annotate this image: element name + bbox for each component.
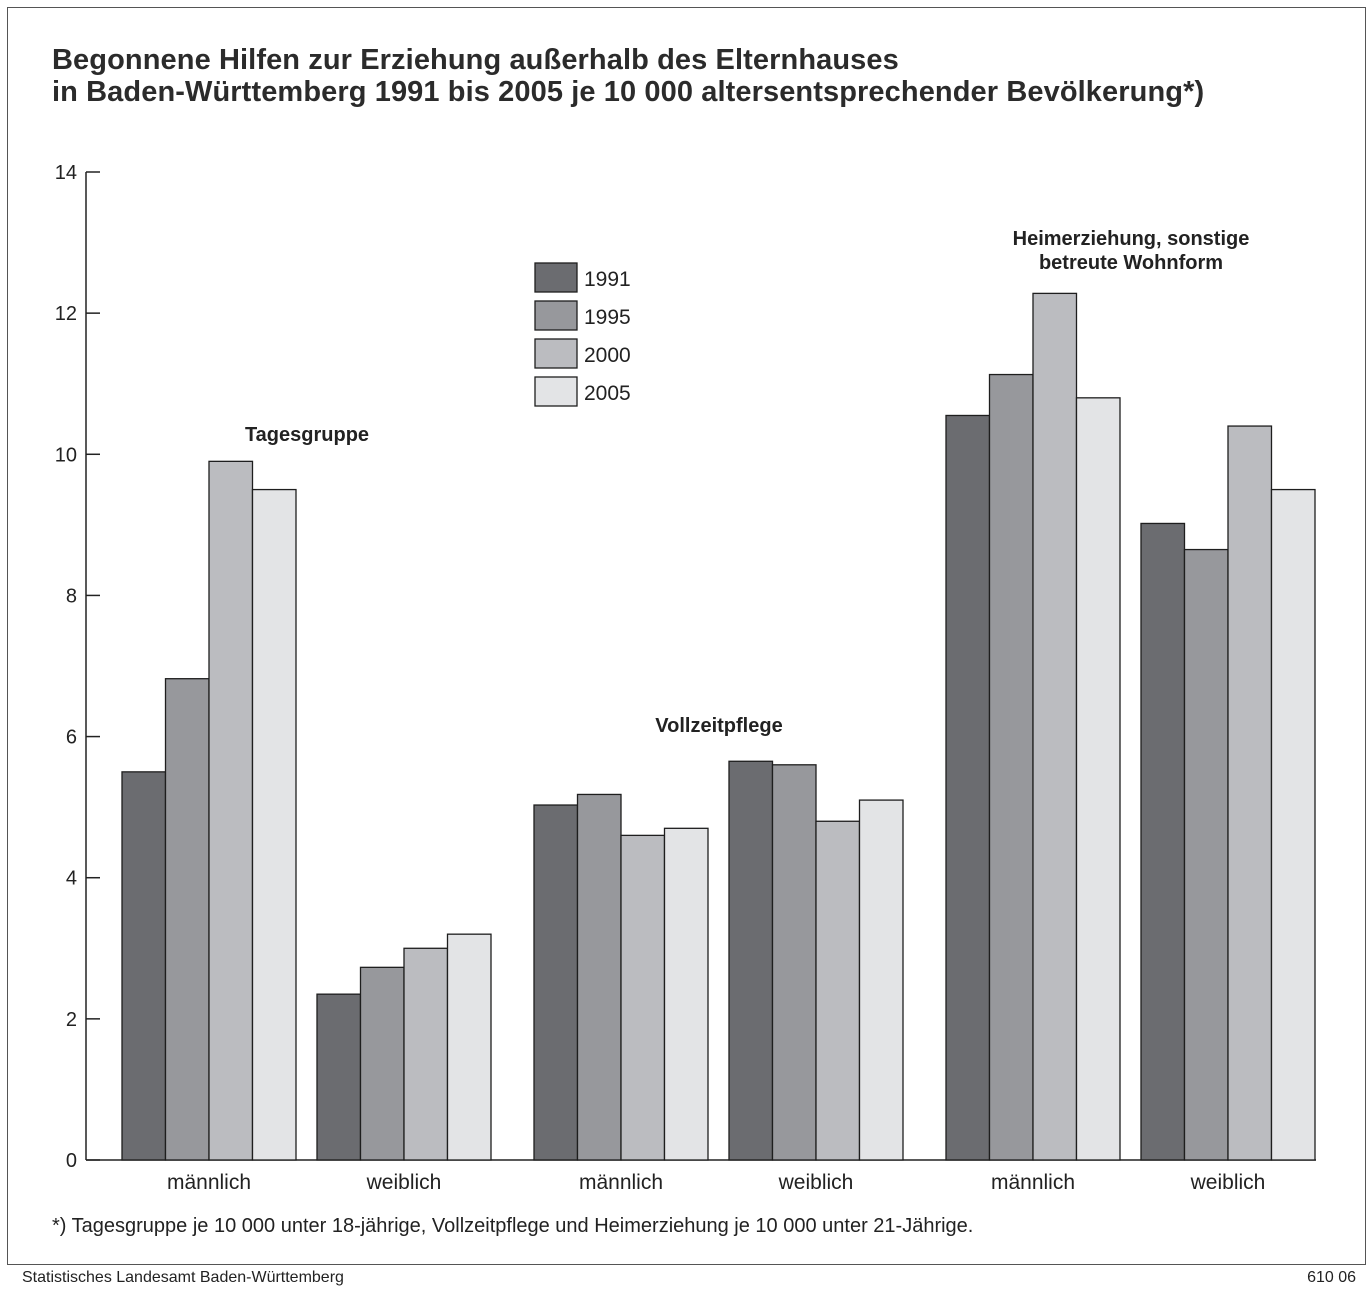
bar-2005-cat-2 (663, 827, 709, 1161)
source-label: Statistisches Landesamt Baden-Württember… (22, 1269, 344, 1286)
category-label-5: weiblich (1190, 1171, 1266, 1194)
legend-label-2005: 2005 (584, 382, 631, 405)
bar-2005-cat-3 (858, 799, 904, 1161)
bar-1995-cat-5 (1183, 548, 1229, 1161)
bar-1991-cat-2 (533, 804, 579, 1161)
bar-2005-cat-0 (251, 488, 297, 1161)
chart-frame (7, 7, 1366, 1265)
group-label-2-line-0: Heimerziehung, sonstige (1013, 228, 1250, 250)
legend-swatch-1991 (534, 262, 578, 293)
bar-2005-cat-4 (1075, 397, 1121, 1161)
bar-2000-cat-5 (1227, 425, 1273, 1161)
bar-2005-cat-1 (446, 933, 492, 1161)
y-tick-label-0: 0 (66, 1150, 77, 1172)
bar-1995-cat-1 (359, 966, 405, 1161)
legend-label-1995: 1995 (584, 306, 631, 329)
bar-2005-cat-5 (1270, 488, 1316, 1161)
legend-swatch-1995 (534, 300, 578, 331)
legend-label-1991: 1991 (584, 268, 631, 291)
legend-swatch-2005 (534, 376, 578, 407)
bar-1995-cat-0 (164, 678, 210, 1161)
y-tick-label-14: 14 (55, 162, 77, 184)
bar-2000-cat-0 (208, 460, 254, 1161)
legend-swatch-2000 (534, 338, 578, 369)
legend-label-2000: 2000 (584, 344, 631, 367)
bar-1991-cat-0 (121, 771, 167, 1161)
group-label-2-line-1: betreute Wohnform (1039, 252, 1223, 274)
category-label-3: weiblich (778, 1171, 854, 1194)
bar-1995-cat-2 (576, 793, 622, 1161)
y-tick-label-12: 12 (55, 303, 77, 325)
chart-title: Begonnene Hilfen zur Erziehung außerhalb… (52, 44, 1204, 108)
y-tick-label-10: 10 (55, 444, 77, 466)
y-tick-label-2: 2 (66, 1009, 77, 1031)
bar-1991-cat-1 (316, 993, 362, 1161)
chart-code: 610 06 (1307, 1269, 1356, 1286)
group-label-1-line-0: Vollzeitpflege (655, 715, 782, 737)
category-label-0: männlich (167, 1171, 251, 1194)
y-tick-label-8: 8 (66, 585, 77, 607)
bar-1991-cat-3 (728, 760, 774, 1161)
group-label-0-line-0: Tagesgruppe (245, 424, 369, 446)
category-label-4: männlich (991, 1171, 1075, 1194)
category-label-1: weiblich (366, 1171, 442, 1194)
footnote: *) Tagesgruppe je 10 000 unter 18-jährig… (52, 1215, 974, 1237)
y-tick-label-4: 4 (66, 868, 77, 890)
y-tick-label-6: 6 (66, 727, 77, 749)
bar-2000-cat-2 (620, 834, 666, 1161)
chart-title-line-2: in Baden-Württemberg 1991 bis 2005 je 10… (52, 76, 1205, 108)
bar-1991-cat-5 (1140, 522, 1186, 1161)
chart-title-line-1: Begonnene Hilfen zur Erziehung außerhalb… (52, 44, 899, 76)
bar-1995-cat-4 (988, 373, 1034, 1161)
bar-2000-cat-3 (815, 820, 861, 1161)
bar-2000-cat-4 (1032, 292, 1078, 1161)
bar-1995-cat-3 (771, 764, 817, 1161)
category-label-2: männlich (579, 1171, 663, 1194)
bar-1991-cat-4 (945, 414, 991, 1161)
bar-2000-cat-1 (403, 947, 449, 1161)
